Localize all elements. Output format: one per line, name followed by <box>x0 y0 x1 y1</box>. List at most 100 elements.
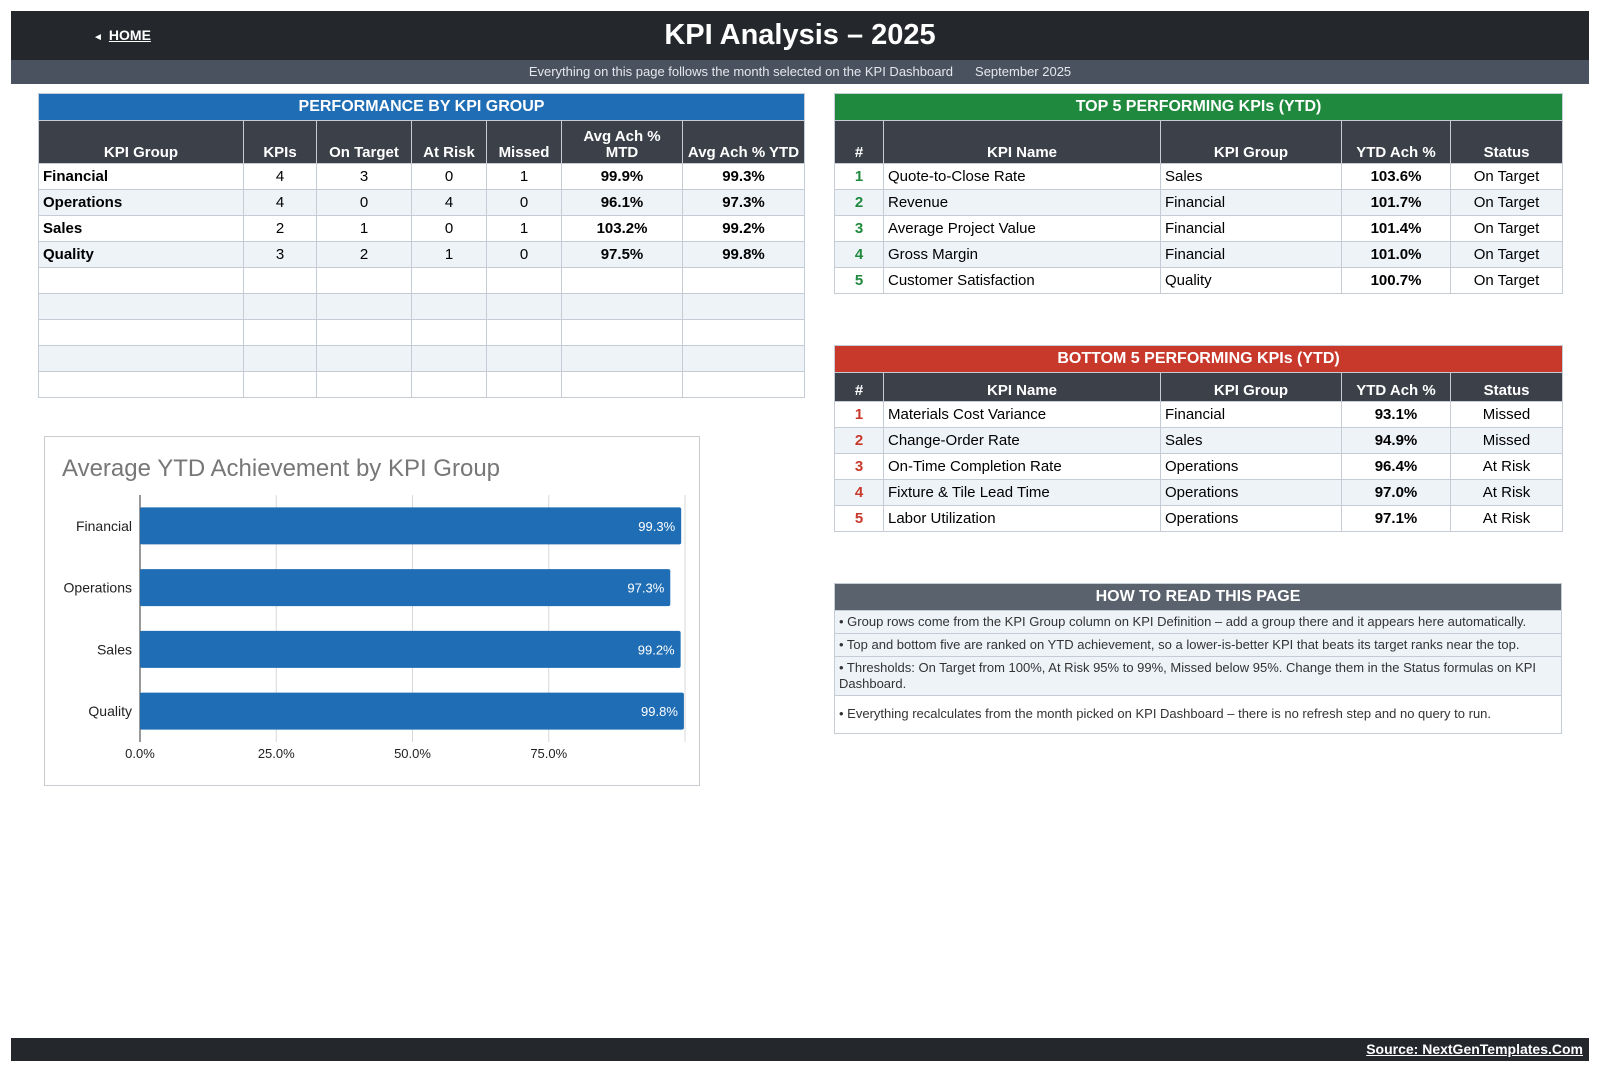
kpi-name-cell: Average Project Value <box>883 215 1161 242</box>
ytd-ach-cell: 94.9% <box>1341 427 1451 454</box>
kpi-name-cell: Labor Utilization <box>883 505 1161 532</box>
table-row: 2 Revenue Financial 101.7% On Target <box>834 189 1564 216</box>
value-cell <box>316 345 412 372</box>
value-cell: 1 <box>486 163 562 190</box>
bar <box>140 630 681 668</box>
category-label: Sales <box>97 641 132 657</box>
bar-value-label: 97.3% <box>627 581 664 596</box>
rank-cell: 4 <box>834 479 884 506</box>
empty-row <box>38 319 805 346</box>
home-label: HOME <box>108 27 151 43</box>
status-cell: Missed <box>1449 401 1564 428</box>
value-cell <box>561 371 683 398</box>
column-header: YTD Ach % <box>1341 120 1451 164</box>
kpi-group-cell: Sales <box>1160 163 1342 190</box>
kpi-name-cell: Materials Cost Variance <box>883 401 1161 428</box>
kpi-group-cell: Financial <box>1160 401 1342 428</box>
selected-month: September 2025 <box>975 64 1072 79</box>
top5-header-row: # KPI Name KPI Group YTD Ach % Status <box>834 120 1564 164</box>
table-row: 5 Labor Utilization Operations 97.1% At Risk <box>834 505 1564 532</box>
value-cell: 96.1% <box>561 189 683 216</box>
kpi-name-cell: On-Time Completion Rate <box>883 453 1161 480</box>
value-cell: 99.8% <box>682 241 805 268</box>
empty-row <box>38 371 805 398</box>
kpi-name-cell: Quote-to-Close Rate <box>883 163 1161 190</box>
value-cell: 97.5% <box>561 241 683 268</box>
home-link[interactable]: ◄ HOME <box>93 27 151 43</box>
table-row: Quality 3 2 1 0 97.5% 99.8% <box>38 241 805 268</box>
value-cell <box>243 267 317 294</box>
column-header: On Target <box>316 120 412 164</box>
column-header: Avg Ach % YTD <box>682 120 805 164</box>
performance-by-group-table: PERFORMANCE BY KPI GROUP KPI Group KPIs On… <box>38 93 805 398</box>
kpi-name-cell: Revenue <box>883 189 1161 216</box>
group-cell <box>38 293 244 320</box>
x-tick-label: 0.0% <box>125 746 155 761</box>
ytd-ach-cell: 97.1% <box>1341 505 1451 532</box>
value-cell <box>243 371 317 398</box>
value-cell: 4 <box>411 189 487 216</box>
column-header: KPI Name <box>883 120 1161 164</box>
value-cell <box>486 319 562 346</box>
table-row: 1 Quote-to-Close Rate Sales 103.6% On Target <box>834 163 1564 190</box>
source-link[interactable]: Source: NextGenTemplates.Com <box>1366 1041 1583 1057</box>
status-cell: On Target <box>1449 215 1564 242</box>
column-header: YTD Ach % <box>1341 372 1451 402</box>
table-row: Financial 4 3 0 1 99.9% 99.3% <box>38 163 805 190</box>
kpi-group-cell: Operations <box>1160 505 1342 532</box>
value-cell <box>561 319 683 346</box>
ytd-ach-cell: 100.7% <box>1341 267 1451 294</box>
x-tick-label: 50.0% <box>394 746 431 761</box>
group-cell: Operations <box>38 189 244 216</box>
value-cell <box>682 267 805 294</box>
status-cell: On Target <box>1449 241 1564 268</box>
value-cell: 1 <box>486 215 562 242</box>
subtitle-text: Everything on this page follows the mont… <box>528 64 954 79</box>
status-cell: At Risk <box>1449 453 1564 480</box>
table-row: 3 On-Time Completion Rate Operations 96.4% A… <box>834 453 1564 480</box>
value-cell: 4 <box>243 163 317 190</box>
how-to-item: • Thresholds: On Target from 100%, At Ri… <box>834 657 1562 696</box>
value-cell: 99.2% <box>682 215 805 242</box>
kpi-group-cell: Quality <box>1160 267 1342 294</box>
category-label: Operations <box>64 580 132 596</box>
ytd-ach-cell: 96.4% <box>1341 453 1451 480</box>
top5-table: TOP 5 PERFORMING KPIs (YTD) # KPI Name KPI… <box>833 93 1564 294</box>
rank-cell: 2 <box>834 427 884 454</box>
ytd-ach-cell: 93.1% <box>1341 401 1451 428</box>
value-cell: 99.3% <box>682 163 805 190</box>
status-cell: On Target <box>1449 163 1564 190</box>
rank-cell: 5 <box>834 505 884 532</box>
value-cell: 97.3% <box>682 189 805 216</box>
group-cell: Sales <box>38 215 244 242</box>
column-header: Missed <box>486 120 562 164</box>
value-cell <box>561 293 683 320</box>
kpi-group-cell: Financial <box>1160 189 1342 216</box>
value-cell <box>486 371 562 398</box>
back-triangle-icon: ◄ <box>93 32 103 43</box>
value-cell <box>316 293 412 320</box>
value-cell <box>316 319 412 346</box>
group-cell <box>38 371 244 398</box>
value-cell <box>243 293 317 320</box>
column-header: Status <box>1449 120 1564 164</box>
value-cell: 99.9% <box>561 163 683 190</box>
value-cell <box>486 267 562 294</box>
how-to-read-panel: HOW TO READ THIS PAGE • Group rows come … <box>834 583 1562 734</box>
ytd-ach-cell: 103.6% <box>1341 163 1451 190</box>
value-cell: 2 <box>316 241 412 268</box>
value-cell <box>682 293 805 320</box>
kpi-group-cell: Financial <box>1160 215 1342 242</box>
value-cell: 3 <box>316 163 412 190</box>
value-cell <box>682 319 805 346</box>
value-cell: 1 <box>411 241 487 268</box>
group-cell <box>38 345 244 372</box>
bar <box>140 569 671 607</box>
value-cell: 0 <box>316 189 412 216</box>
value-cell <box>411 319 487 346</box>
group-cell <box>38 267 244 294</box>
group-cell: Quality <box>38 241 244 268</box>
bar <box>140 507 682 545</box>
ytd-ach-cell: 101.7% <box>1341 189 1451 216</box>
status-cell: At Risk <box>1449 505 1564 532</box>
